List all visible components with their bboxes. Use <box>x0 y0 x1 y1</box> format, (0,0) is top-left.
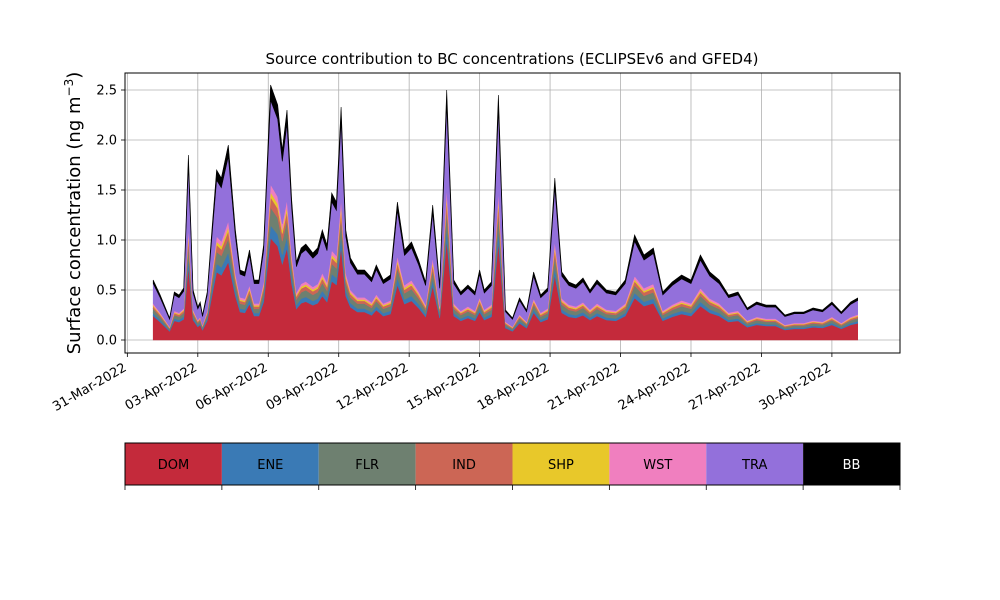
legend-label-shp: SHP <box>548 458 574 473</box>
legend-label-tra: TRA <box>741 458 767 473</box>
x-tick-label: 31-Mar-2022 <box>50 360 129 414</box>
x-axis: 31-Mar-202203-Apr-202206-Apr-202209-Apr-… <box>50 353 834 415</box>
x-tick-label: 12-Apr-2022 <box>334 360 411 413</box>
legend-swatch-tra <box>706 443 804 485</box>
area-series-tra <box>152 100 858 328</box>
y-tick-label: 2.0 <box>96 134 117 149</box>
legend-swatch-wst <box>609 443 707 485</box>
legend-swatch-ene <box>221 443 319 485</box>
x-tick-label: 06-Apr-2022 <box>193 360 270 413</box>
area-series-bb <box>152 84 858 321</box>
x-tick-label: 21-Apr-2022 <box>545 360 622 413</box>
x-tick-label: 15-Apr-2022 <box>405 360 482 413</box>
y-axis-label-main: Surface concentration (ng m <box>64 96 85 354</box>
y-axis-label-close: ) <box>64 72 85 79</box>
legend-label-ene: ENE <box>257 458 283 473</box>
legend-swatch-bb <box>803 443 900 485</box>
chart-title: Source contribution to BC concentrations… <box>265 50 758 68</box>
plot-frame <box>124 72 901 354</box>
x-tick-label: 03-Apr-2022 <box>123 360 200 413</box>
legend-swatch-shp <box>512 443 610 485</box>
y-axis: 0.0 0.5 1.0 1.5 2.0 2.5 <box>96 84 125 349</box>
y-tick-label: 1.0 <box>96 234 117 249</box>
x-tick-label: 24-Apr-2022 <box>616 360 693 413</box>
legend-label-bb: BB <box>843 458 861 473</box>
y-tick-label: 0.5 <box>96 284 117 299</box>
legend-swatch-dom <box>125 443 222 485</box>
legend-label-dom: DOM <box>158 458 189 473</box>
x-tick-label: 30-Apr-2022 <box>757 360 834 413</box>
stacked-areas <box>152 84 858 341</box>
color-legend: DOM ENE FLR IND SHP WST TRA BB <box>124 442 901 490</box>
y-tick-label: 1.5 <box>96 184 117 199</box>
x-tick-label: 09-Apr-2022 <box>264 360 341 413</box>
legend-label-ind: IND <box>452 458 476 473</box>
legend-swatch-ind <box>415 443 513 485</box>
y-axis-label: Surface concentration (ng m−3) <box>62 72 85 355</box>
y-tick-label: 2.5 <box>96 84 117 99</box>
y-tick-label: 0.0 <box>96 334 117 349</box>
legend-swatch-flr <box>318 443 416 485</box>
legend-label-wst: WST <box>643 458 672 473</box>
y-axis-label-superscript: −3 <box>62 79 76 97</box>
x-tick-label: 18-Apr-2022 <box>475 360 552 413</box>
x-tick-label: 27-Apr-2022 <box>686 360 763 413</box>
legend-label-flr: FLR <box>355 458 379 473</box>
